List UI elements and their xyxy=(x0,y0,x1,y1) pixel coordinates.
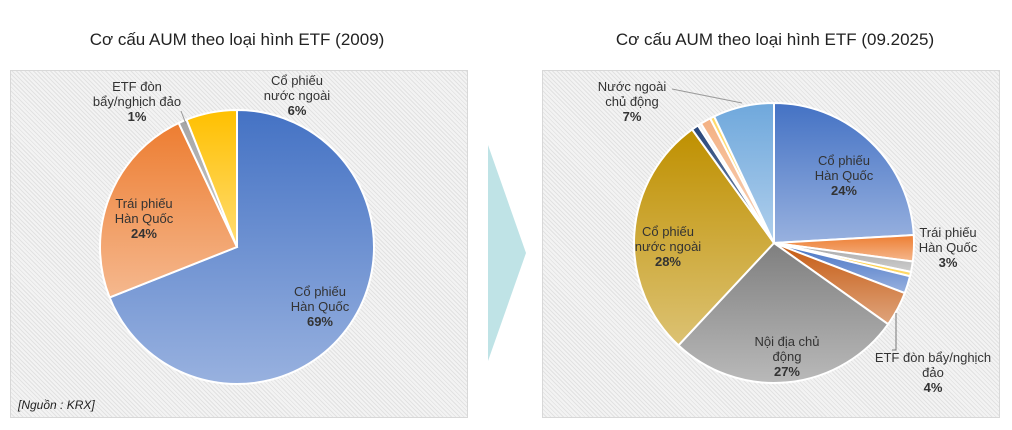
label-foreign-active-2025: Nước ngoài chủ động 7% xyxy=(597,79,667,124)
pie-slice-2025-6 xyxy=(677,241,890,384)
label-korea-stocks-2025: Cổ phiếu Hàn Quốc 24% xyxy=(814,153,874,198)
source-note: [Nguồn : KRX] xyxy=(18,398,95,412)
left-chart-title: Cơ cấu AUM theo loại hình ETF (2009) xyxy=(89,30,385,49)
label-leverage-2009: ETF đòn bẩy/nghịch đảo 1% xyxy=(92,79,182,124)
pie-slice-2025-12 xyxy=(712,101,775,244)
label-foreign-stocks-2025: Cổ phiếu nước ngoài 28% xyxy=(634,224,702,269)
leader-line-foreign-active xyxy=(671,88,743,104)
pie-slice-2009-0 xyxy=(108,108,375,385)
pie-slice-2009-1 xyxy=(99,121,239,299)
label-korea-bonds-2025: Trái phiếu Hàn Quốc 3% xyxy=(918,225,978,270)
leader-line-etf-2025 xyxy=(892,313,897,351)
pie-slice-2009-3 xyxy=(185,108,238,248)
pie-slice-2025-7 xyxy=(633,128,776,347)
label-korea-stocks-2009: Cổ phiếu Hàn Quốc 69% xyxy=(290,284,350,329)
label-korea-bonds-2009: Trái phiếu Hàn Quốc 24% xyxy=(114,196,174,241)
pie-slice-2025-0 xyxy=(773,101,915,245)
label-leverage-2025: ETF đòn bẩy/nghịch đảo 4% xyxy=(874,350,992,395)
right-chart-title: Cơ cấu AUM theo loại hình ETF (09.2025) xyxy=(615,30,935,49)
leader-line-etf-2009 xyxy=(180,110,187,125)
label-foreign-stocks-2009: Cổ phiếu nước ngoài 6% xyxy=(263,73,331,118)
label-domestic-active-2025: Nội địa chủ động 27% xyxy=(754,334,820,379)
arrow-right-icon xyxy=(488,145,526,361)
